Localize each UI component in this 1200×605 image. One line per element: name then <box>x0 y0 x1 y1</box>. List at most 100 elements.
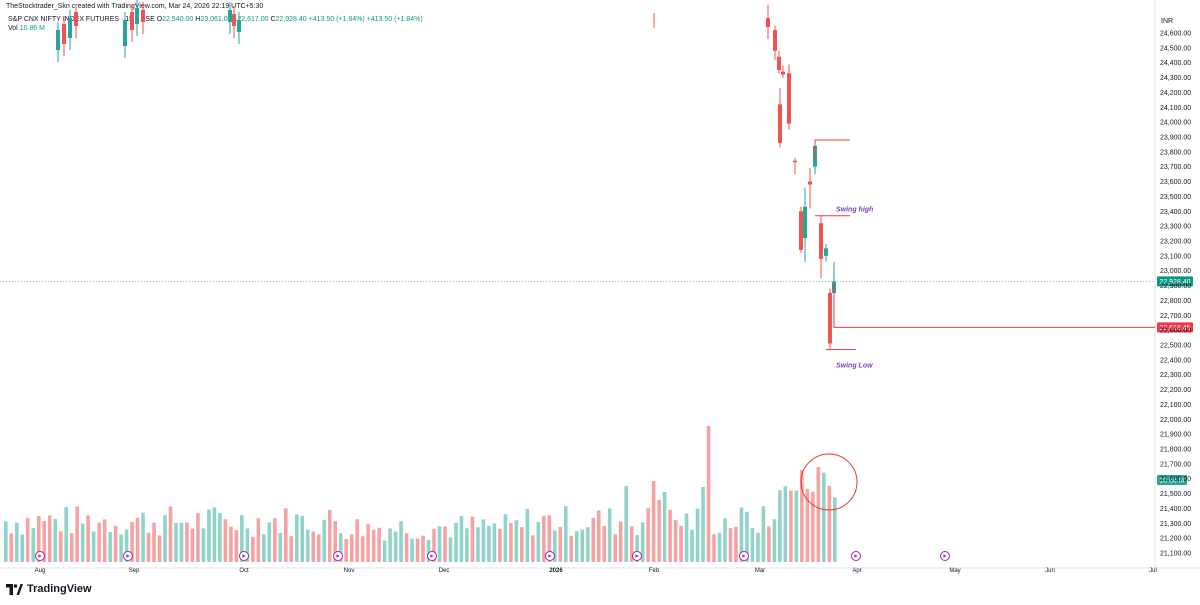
candles <box>56 0 836 350</box>
brand-name: TradingView <box>27 583 92 595</box>
volume-bar <box>805 488 810 562</box>
x-tick-label: Aug <box>35 568 46 574</box>
y-tick-label: 23,600.00 <box>1160 179 1191 186</box>
candle-body <box>237 20 241 32</box>
volume-bar <box>553 530 557 562</box>
volume-bar <box>124 529 129 562</box>
volume-bar <box>811 491 815 562</box>
volume-bar <box>465 528 469 562</box>
annotations: 22,928.40 22,618.45 10.86 M Swing high Swing… <box>0 139 1193 561</box>
x-tick-label: 2026 <box>549 568 563 574</box>
close-value: 22,928.40 <box>275 16 307 23</box>
candle-body <box>793 160 797 163</box>
high-label: H <box>195 16 201 23</box>
price-axis[interactable]: 21,100.00 21,200.00 21,300.00 21,400.00 21,5… <box>1160 18 1191 557</box>
y-tick-label: 21,800.00 <box>1160 446 1191 453</box>
price-chart[interactable]: 22,928.40 22,618.45 10.86 M Swing high Swing… <box>0 0 1200 580</box>
volume-bar <box>289 536 294 562</box>
x-tick-label: Mar <box>755 568 765 574</box>
volume-bar <box>234 530 239 562</box>
x-tick-label: Feb <box>649 568 660 574</box>
event-marker-glyph <box>430 554 434 558</box>
event-marker-glyph <box>943 554 947 558</box>
volume-bar <box>47 515 52 562</box>
volume-bar <box>31 527 36 562</box>
candle-body <box>799 211 803 250</box>
candle-body <box>828 292 832 344</box>
volume-bar <box>190 528 195 562</box>
volume-bar <box>42 521 47 562</box>
candle-body <box>824 248 828 256</box>
tradingview-logo-icon <box>6 583 23 595</box>
y-tick-label: 24,300.00 <box>1160 75 1191 82</box>
volume-bar <box>157 535 162 562</box>
volume-bar <box>223 519 228 562</box>
time-axis[interactable]: Aug Sep Oct Nov Dec 2026 Feb Mar Apr May Jun Jul <box>35 568 1157 574</box>
volume-bar <box>585 527 590 562</box>
volume-bar <box>492 523 497 562</box>
y-tick-label: 24,400.00 <box>1160 60 1191 67</box>
event-marker-glyph <box>38 554 42 558</box>
volume-bar <box>673 519 678 562</box>
volume-bar <box>262 534 266 562</box>
symbol-name[interactable]: S&P CNX NIFTY INDEX FUTURES · 1D · NSE <box>8 16 155 23</box>
y-tick-label: 21,500.00 <box>1160 491 1191 498</box>
volume-bar <box>789 490 793 562</box>
last-price-badge <box>1157 276 1193 287</box>
volume-bar <box>251 536 255 562</box>
volume-bar <box>800 470 804 562</box>
currency-label: INR <box>1161 18 1173 25</box>
volume-bar <box>668 509 672 562</box>
volume-bar <box>212 507 217 562</box>
y-tick-label: 23,300.00 <box>1160 224 1191 231</box>
y-tick-label: 21,600.00 <box>1160 476 1191 483</box>
event-marker-glyph <box>854 554 858 558</box>
candle-body <box>135 8 139 24</box>
y-tick-label: 24,600.00 <box>1160 31 1191 38</box>
candle-body <box>56 30 60 50</box>
volume-bar <box>207 509 211 562</box>
volume-bar <box>822 472 826 562</box>
event-marker-glyph <box>742 554 746 558</box>
low-value: 22,617.00 <box>237 16 269 23</box>
tradingview-brand[interactable]: TradingView <box>6 583 92 595</box>
volume-bar <box>360 536 365 562</box>
y-tick-label: 23,200.00 <box>1160 238 1191 245</box>
y-tick-label: 23,500.00 <box>1160 194 1191 201</box>
volume-bar <box>256 518 261 562</box>
y-tick-label: 21,900.00 <box>1160 432 1191 439</box>
volume-bar <box>476 527 480 562</box>
volume-bar <box>69 533 74 562</box>
event-marker-glyph <box>548 554 552 558</box>
candle-body <box>232 14 236 26</box>
volume-bar <box>135 517 140 562</box>
volume-bar <box>218 513 222 562</box>
volume-bar <box>316 534 321 562</box>
volume-bar <box>618 521 623 562</box>
volume-bar <box>108 532 112 562</box>
volume-bar <box>525 508 530 562</box>
volume-bar <box>487 525 491 562</box>
volume-bar <box>690 529 694 562</box>
candle-body <box>228 10 232 22</box>
candle-body <box>766 18 770 28</box>
volume-bar <box>454 522 458 562</box>
y-tick-label: 23,800.00 <box>1160 149 1191 156</box>
x-tick-label: Sep <box>129 568 140 574</box>
y-tick-label: 22,600.00 <box>1160 328 1191 335</box>
open-label: O <box>156 16 163 23</box>
volume-bar <box>833 497 837 562</box>
volume-bar <box>602 525 607 562</box>
volume-bar <box>432 528 436 562</box>
volume-bar <box>404 533 409 562</box>
volume-bar <box>64 506 68 562</box>
volume-highlight-circle <box>800 453 858 511</box>
volume-bar <box>717 532 722 562</box>
candle-body <box>808 181 812 185</box>
volume-bar <box>97 522 101 562</box>
volume-badge-label: 10.86 M <box>1159 478 1184 485</box>
volume-bar <box>723 518 727 562</box>
volume-bar <box>827 485 832 562</box>
volume-bar <box>767 526 771 562</box>
volume-bar <box>294 514 299 562</box>
